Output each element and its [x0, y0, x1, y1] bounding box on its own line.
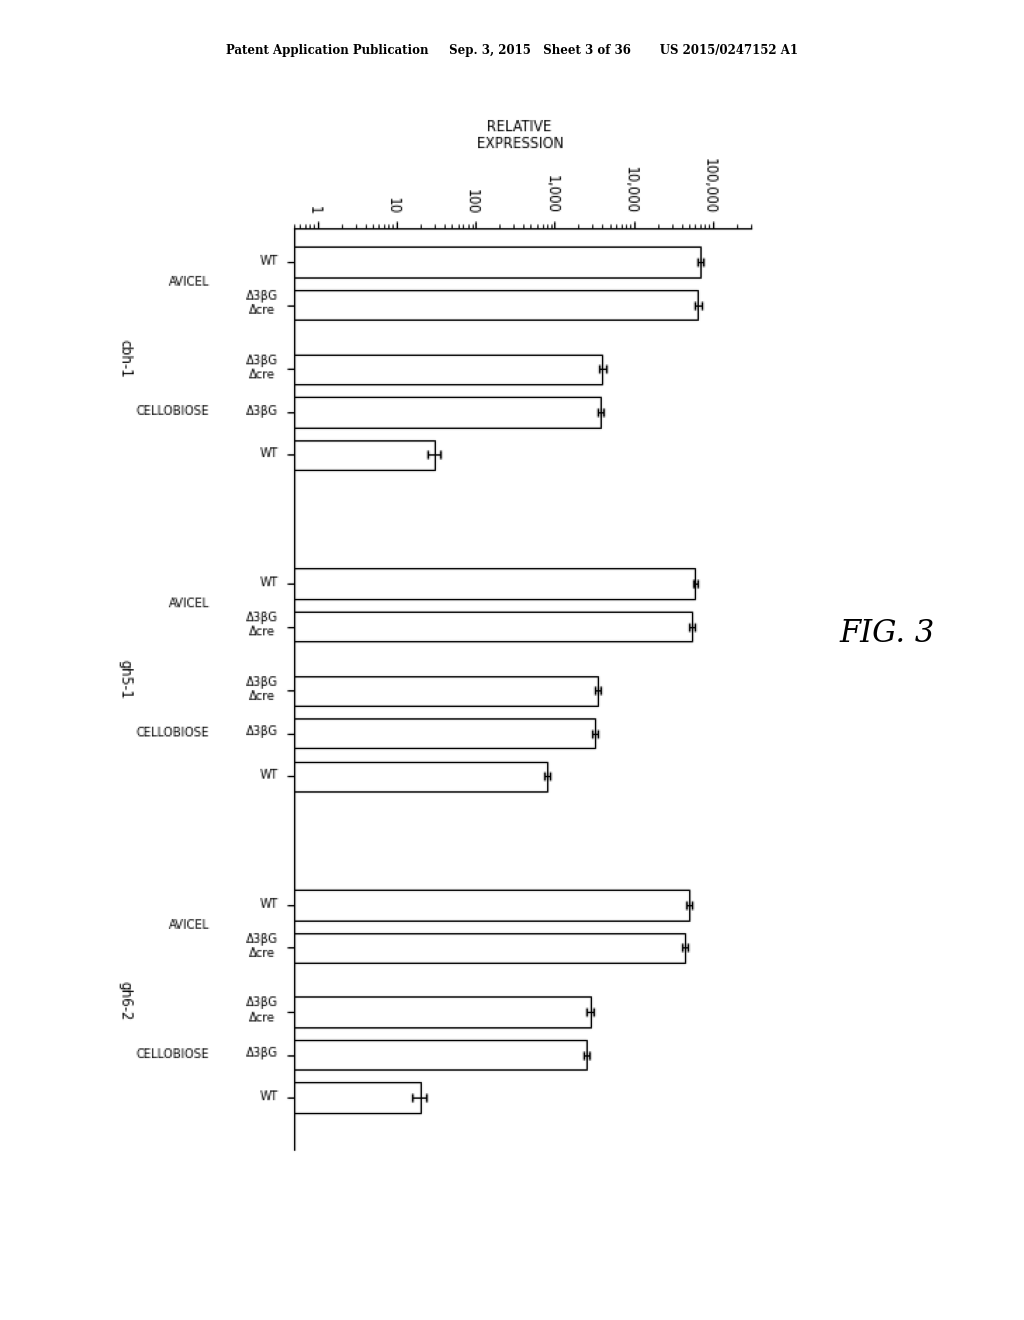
Text: FIG. 3: FIG. 3	[840, 618, 935, 649]
Text: Patent Application Publication     Sep. 3, 2015   Sheet 3 of 36       US 2015/02: Patent Application Publication Sep. 3, 2…	[226, 44, 798, 57]
